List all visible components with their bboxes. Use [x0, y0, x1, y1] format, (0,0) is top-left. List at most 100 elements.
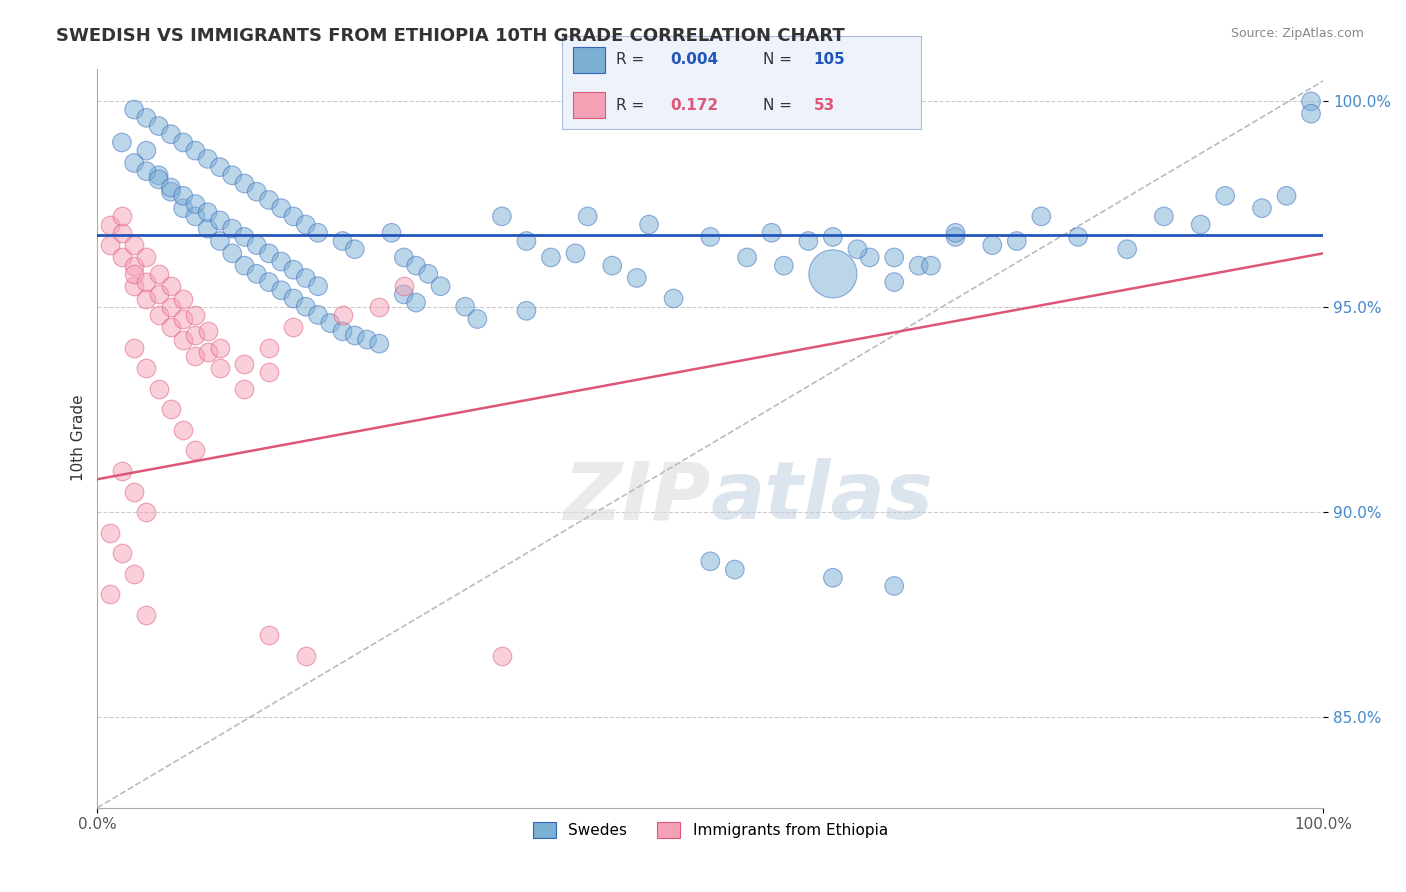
Point	[122, 279, 145, 293]
Point	[283, 262, 305, 277]
Point	[172, 189, 194, 203]
Point	[111, 251, 134, 265]
Point	[405, 259, 427, 273]
Point	[208, 341, 231, 355]
Point	[773, 259, 796, 273]
Point	[197, 205, 219, 219]
Point	[148, 308, 170, 322]
Point	[135, 505, 157, 519]
Point	[270, 283, 292, 297]
Point	[111, 546, 134, 560]
Point	[491, 648, 513, 663]
Point	[148, 267, 170, 281]
Point	[98, 525, 121, 540]
Point	[515, 303, 537, 318]
Point	[122, 267, 145, 281]
Point	[467, 312, 489, 326]
Point	[381, 226, 404, 240]
Text: N =: N =	[763, 52, 792, 67]
Point	[148, 169, 170, 183]
Point	[1031, 210, 1053, 224]
Point	[797, 234, 820, 248]
Text: SWEDISH VS IMMIGRANTS FROM ETHIOPIA 10TH GRADE CORRELATION CHART: SWEDISH VS IMMIGRANTS FROM ETHIOPIA 10TH…	[56, 27, 845, 45]
Point	[392, 251, 415, 265]
Text: 0.004: 0.004	[671, 52, 718, 67]
Bar	[574, 47, 606, 73]
Point	[540, 251, 562, 265]
Point	[111, 464, 134, 478]
Point	[122, 259, 145, 273]
Point	[197, 344, 219, 359]
Point	[172, 312, 194, 326]
Point	[135, 164, 157, 178]
Point	[98, 587, 121, 601]
Point	[184, 144, 207, 158]
Text: 0.172: 0.172	[671, 98, 718, 113]
Point	[160, 320, 183, 334]
Point	[98, 218, 121, 232]
Point	[208, 234, 231, 248]
Point	[257, 275, 280, 289]
Point	[638, 218, 661, 232]
Point	[392, 287, 415, 301]
Point	[1275, 189, 1298, 203]
Point	[233, 357, 256, 371]
Point	[564, 246, 586, 260]
Point	[821, 571, 844, 585]
Point	[184, 210, 207, 224]
Point	[332, 324, 354, 338]
Point	[1299, 95, 1322, 109]
Point	[135, 144, 157, 158]
Text: Source: ZipAtlas.com: Source: ZipAtlas.com	[1230, 27, 1364, 40]
Point	[172, 292, 194, 306]
Point	[270, 201, 292, 215]
Legend: Swedes, Immigrants from Ethiopia: Swedes, Immigrants from Ethiopia	[527, 816, 894, 845]
Point	[662, 292, 685, 306]
Point	[160, 180, 183, 194]
Point	[208, 160, 231, 174]
Point	[221, 246, 243, 260]
Point	[294, 648, 316, 663]
Point	[319, 316, 342, 330]
Point	[699, 230, 721, 244]
Point	[160, 279, 183, 293]
Point	[135, 275, 157, 289]
Point	[343, 328, 366, 343]
Point	[883, 579, 905, 593]
Point	[148, 119, 170, 133]
Point	[257, 366, 280, 380]
Point	[1251, 201, 1274, 215]
Point	[197, 221, 219, 235]
Point	[208, 213, 231, 227]
Point	[846, 242, 869, 256]
Point	[294, 218, 316, 232]
Point	[429, 279, 451, 293]
Point	[148, 382, 170, 396]
Point	[368, 336, 391, 351]
Point	[98, 238, 121, 252]
Point	[111, 226, 134, 240]
Point	[1213, 189, 1236, 203]
Point	[135, 251, 157, 265]
Text: R =: R =	[616, 52, 644, 67]
Point	[122, 566, 145, 581]
Text: 53: 53	[813, 98, 835, 113]
Point	[233, 177, 256, 191]
Point	[392, 279, 415, 293]
Point	[1116, 242, 1139, 256]
Point	[920, 259, 942, 273]
Point	[221, 169, 243, 183]
Point	[761, 226, 783, 240]
Point	[491, 210, 513, 224]
Point	[270, 254, 292, 268]
Point	[332, 308, 354, 322]
Text: atlas: atlas	[710, 458, 934, 536]
Point	[724, 563, 747, 577]
Point	[883, 251, 905, 265]
Point	[257, 246, 280, 260]
Point	[135, 111, 157, 125]
Point	[184, 308, 207, 322]
Point	[735, 251, 758, 265]
Point	[208, 361, 231, 376]
Point	[821, 267, 844, 281]
